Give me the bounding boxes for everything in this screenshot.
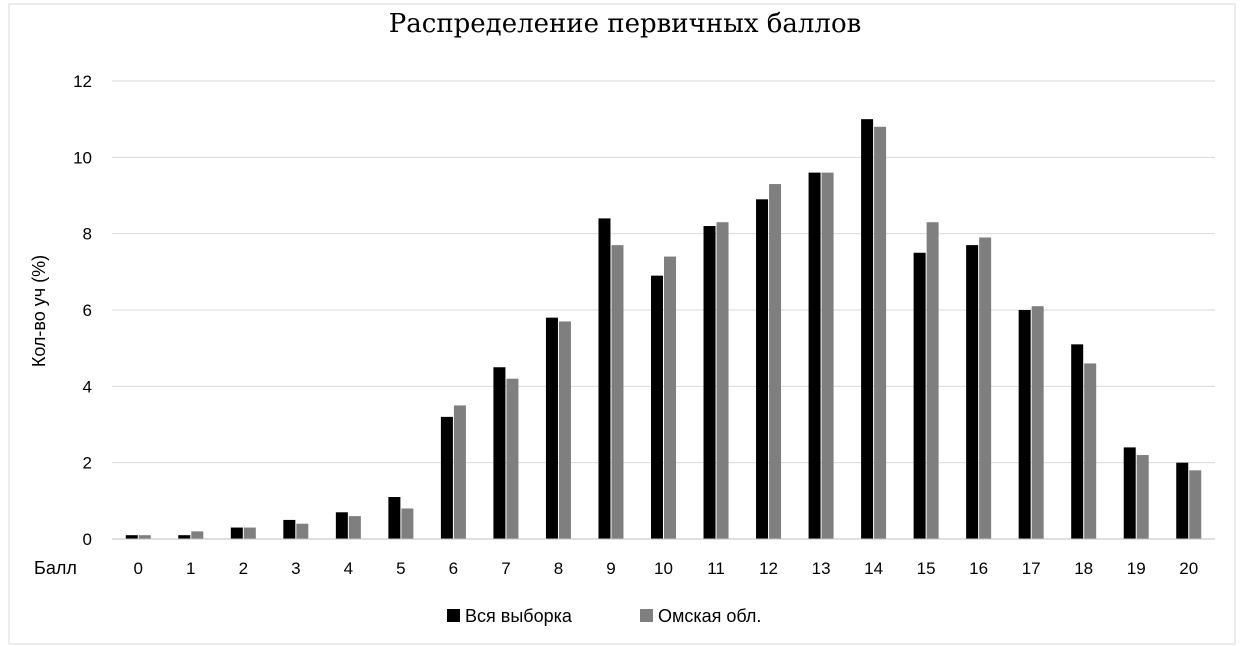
bar-series-2-6 (453, 405, 466, 539)
x-tick-label: 10 (654, 559, 673, 578)
legend-swatch (447, 609, 460, 622)
bar-series-1-11 (703, 226, 716, 540)
y-tick-label: 2 (83, 454, 92, 473)
x-tick-label: 3 (291, 559, 300, 578)
x-tick-label: 4 (344, 559, 353, 578)
bar-series-2-18 (1084, 363, 1097, 539)
bar-series-1-16 (966, 245, 979, 539)
x-tick-label: 16 (969, 559, 988, 578)
x-tick-label: 6 (449, 559, 458, 578)
x-tick-label: 8 (554, 559, 563, 578)
x-tick-label: 9 (606, 559, 615, 578)
bar-series-2-2 (243, 527, 256, 539)
bar-series-1-10 (651, 275, 663, 539)
bar-series-1-9 (598, 218, 611, 539)
grid-lines (112, 80, 1215, 464)
bar-series-1-0 (125, 535, 138, 539)
x-tick-label: 12 (759, 559, 778, 578)
bar-series-2-4 (348, 516, 361, 539)
chart-title: Распределение первичных баллов (389, 9, 861, 39)
bar-series-1-17 (1018, 310, 1031, 539)
x-tick-label: 17 (1022, 559, 1041, 578)
y-axis-ticks: 0 2 4 6 8 10 12 (73, 72, 92, 549)
y-tick-label: 12 (73, 72, 92, 91)
x-tick-label: 0 (134, 559, 143, 578)
bar-series-2-1 (191, 531, 204, 539)
bar-series-1-3 (283, 519, 296, 539)
x-tick-label: 11 (707, 559, 725, 578)
bar-series-2-14 (874, 126, 887, 540)
bar-series-2-16 (979, 237, 992, 539)
bar-series-2-0 (138, 535, 151, 539)
bar-series-1-4 (335, 512, 348, 539)
x-axis-ticks: 0 1 2 3 4 5 6 7 8 9 10 11 12 13 14 15 16 17 18 19 20 (134, 559, 1199, 578)
bar-series-1-2 (230, 527, 243, 539)
y-tick-label: 0 (83, 530, 92, 549)
x-tick-label: 18 (1074, 559, 1093, 578)
x-tick-label: 5 (396, 559, 405, 578)
bar-series-2-15 (926, 222, 939, 539)
bar-series-2-7 (506, 378, 519, 539)
bar-series-1-1 (178, 535, 191, 539)
bar-series-2-20 (1189, 470, 1202, 539)
legend-swatch (640, 609, 653, 622)
bar-series-1-6 (440, 416, 453, 539)
bar-series-2-10 (664, 256, 676, 539)
bar-series-1-15 (913, 252, 926, 539)
bar-series-2-9 (611, 245, 624, 539)
y-tick-label: 8 (83, 225, 92, 244)
legend-label: Вся выборка (465, 606, 573, 626)
bar-series-1-12 (756, 199, 769, 540)
chart-border (8, 3, 1236, 645)
bar-series-1-20 (1176, 462, 1189, 539)
bar-series-2-8 (558, 321, 571, 539)
x-tick-label: 20 (1179, 559, 1198, 578)
legend-label: Омская обл. (658, 606, 761, 626)
bar-series-1-7 (493, 367, 506, 539)
bar-series-2-12 (769, 184, 782, 540)
x-tick-label: 7 (501, 559, 510, 578)
y-tick-label: 6 (83, 301, 92, 320)
bar-series-2-17 (1031, 306, 1044, 539)
x-axis-label: Балл (34, 558, 77, 578)
bar-series-1-18 (1071, 344, 1084, 539)
y-tick-label: 4 (83, 377, 92, 396)
x-tick-label: 14 (864, 559, 883, 578)
bar-series-1-8 (545, 317, 558, 539)
bar-series-2-19 (1136, 455, 1149, 539)
bar-series-2-13 (821, 172, 834, 539)
bars (125, 119, 1202, 540)
legend: Вся выборка Омская обл. (447, 606, 761, 626)
x-tick-label: 15 (917, 559, 936, 578)
bar-series-2-3 (296, 523, 309, 539)
bar-series-1-19 (1123, 447, 1136, 539)
bar-series-1-13 (808, 172, 821, 539)
bar-series-1-5 (388, 497, 401, 539)
x-tick-label: 13 (812, 559, 831, 578)
x-tick-label: 1 (186, 559, 195, 578)
y-tick-label: 10 (73, 148, 92, 167)
y-axis-label: Кол-во уч (%) (29, 255, 49, 367)
x-tick-label: 2 (239, 559, 248, 578)
bar-series-2-11 (716, 222, 729, 539)
bar-series-1-14 (861, 119, 874, 540)
bar-series-2-5 (401, 508, 414, 539)
x-tick-label: 19 (1127, 559, 1146, 578)
